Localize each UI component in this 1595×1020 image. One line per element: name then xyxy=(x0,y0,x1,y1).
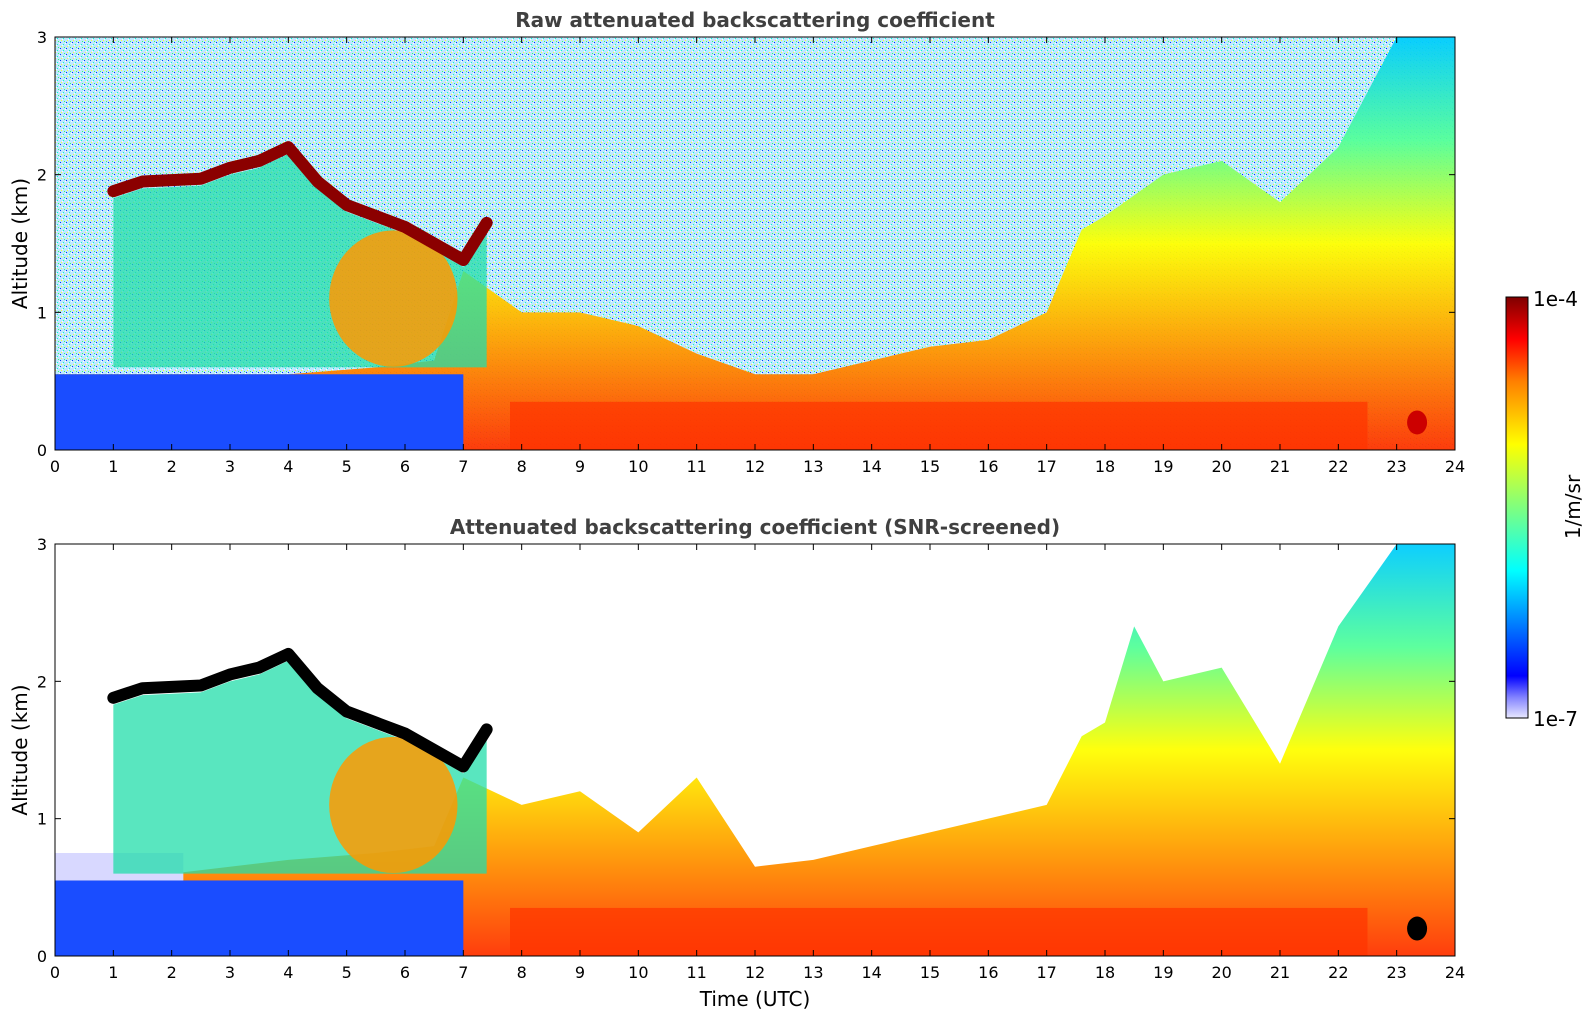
x-tick-label: 19 xyxy=(1153,457,1173,476)
x-tick-label: 5 xyxy=(342,457,352,476)
x-tick-label: 18 xyxy=(1095,963,1115,982)
x-tick-label: 10 xyxy=(628,963,648,982)
y-tick-label: 1 xyxy=(37,303,47,322)
low-cloud xyxy=(1407,916,1428,941)
x-axis-label: Time (UTC) xyxy=(699,987,811,1011)
x-tick-label: 1 xyxy=(108,963,118,982)
x-tick-label: 17 xyxy=(1036,457,1056,476)
x-tick-label: 15 xyxy=(920,963,940,982)
y-axis-label: Altitude (km) xyxy=(8,178,32,309)
x-tick-label: 10 xyxy=(628,457,648,476)
colorbar-unit-label: 1/m/sr xyxy=(1561,474,1585,539)
x-tick-label: 13 xyxy=(803,457,823,476)
x-tick-label: 6 xyxy=(400,457,410,476)
x-tick-label: 14 xyxy=(861,457,881,476)
x-tick-label: 23 xyxy=(1386,457,1406,476)
panel-title: Attenuated backscattering coefficient (S… xyxy=(450,515,1060,539)
x-tick-label: 23 xyxy=(1386,963,1406,982)
x-tick-label: 16 xyxy=(978,963,998,982)
x-tick-label: 21 xyxy=(1270,457,1290,476)
stable-surface-layer xyxy=(55,880,464,956)
x-tick-label: 5 xyxy=(342,963,352,982)
x-tick-label: 17 xyxy=(1036,963,1056,982)
x-tick-label: 4 xyxy=(283,963,293,982)
x-tick-label: 15 xyxy=(920,457,940,476)
raw-backscatter-panel: 0 1 2 3 4 5 6 7 8 9 10 11 12 13 14 15 16 17 18 19 20 21 22 23 24… xyxy=(8,8,1465,476)
x-tick-label: 13 xyxy=(803,963,823,982)
x-tick-label: 19 xyxy=(1153,963,1173,982)
y-tick-label: 0 xyxy=(37,947,47,966)
low-cloud xyxy=(1407,410,1428,435)
x-tick-label: 8 xyxy=(517,457,527,476)
residual-layer-core xyxy=(329,736,458,873)
y-tick-label: 0 xyxy=(37,441,47,460)
x-tick-label: 24 xyxy=(1445,963,1465,982)
y-tick-label: 2 xyxy=(37,672,47,691)
y-tick-label: 3 xyxy=(37,535,47,554)
colorbar-bottom-label: 1e-7 xyxy=(1533,707,1578,731)
x-tick-label: 7 xyxy=(458,457,468,476)
y-axis-label: Altitude (km) xyxy=(8,684,32,815)
x-tick-label: 6 xyxy=(400,963,410,982)
surface-band xyxy=(510,401,1368,450)
aerosol-layer xyxy=(55,37,1455,450)
x-tick-label: 9 xyxy=(575,963,585,982)
x-tick-label: 12 xyxy=(745,457,765,476)
x-tick-label: 12 xyxy=(745,963,765,982)
stable-surface-layer xyxy=(55,374,464,450)
elevated-layer xyxy=(107,647,493,773)
plot-area xyxy=(55,37,1455,450)
x-tick-label: 0 xyxy=(50,963,60,982)
colorbar-gradient xyxy=(1505,296,1529,719)
y-tick-label: 3 xyxy=(37,28,47,47)
x-tick-label: 11 xyxy=(686,457,706,476)
x-tick-label: 2 xyxy=(167,457,177,476)
x-tick-label: 21 xyxy=(1270,963,1290,982)
x-tick-label: 22 xyxy=(1328,457,1348,476)
x-tick-label: 20 xyxy=(1211,457,1231,476)
x-tick-label: 0 xyxy=(50,457,60,476)
x-tick-label: 24 xyxy=(1445,457,1465,476)
x-tick-label: 16 xyxy=(978,457,998,476)
residual-layer-core xyxy=(329,230,458,367)
y-tick-label: 1 xyxy=(37,810,47,829)
surface-band xyxy=(510,907,1368,956)
plot-area xyxy=(55,544,1455,956)
x-tick-label: 14 xyxy=(861,963,881,982)
x-tick-label: 8 xyxy=(517,963,527,982)
x-tick-label: 3 xyxy=(225,457,235,476)
x-tick-label: 20 xyxy=(1211,963,1231,982)
x-tick-label: 7 xyxy=(458,963,468,982)
x-tick-label: 9 xyxy=(575,457,585,476)
colorbar-top-label: 1e-4 xyxy=(1533,287,1578,311)
x-tick-label: 2 xyxy=(167,963,177,982)
x-tick-label: 18 xyxy=(1095,457,1115,476)
x-tick-label: 1 xyxy=(108,457,118,476)
x-tick-label: 22 xyxy=(1328,963,1348,982)
y-tick-label: 2 xyxy=(37,166,47,185)
x-tick-label: 3 xyxy=(225,963,235,982)
elevated-layer xyxy=(107,141,493,267)
screened-backscatter-panel: 0 1 2 3 4 5 6 7 8 9 10 11 12 13 14 15 16 17 18 19 20 21 22 23 24… xyxy=(8,515,1465,1011)
x-tick-label: 4 xyxy=(283,457,293,476)
colorbar: 1e-4 1e-7 1/m/sr xyxy=(1505,287,1585,731)
panel-title: Raw attenuated backscattering coefficien… xyxy=(515,8,995,32)
x-tick-label: 11 xyxy=(686,963,706,982)
